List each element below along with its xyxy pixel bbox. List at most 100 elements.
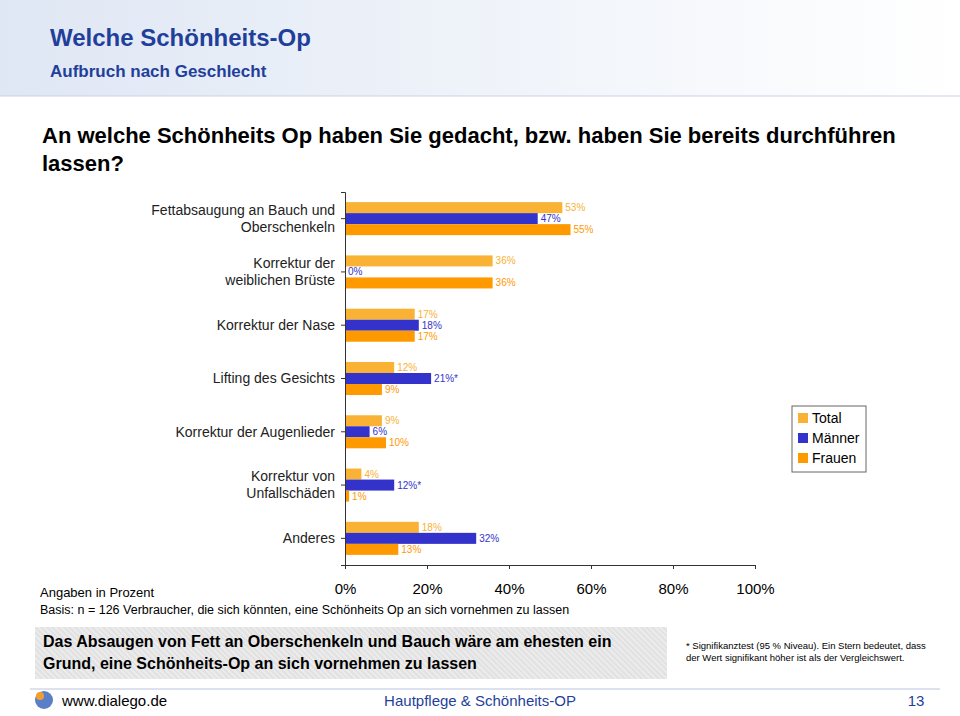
legend-swatch [798,453,808,463]
x-tick-mark [345,565,346,569]
data-labels: 53%36%17%12%9%4%18%47%0%18%21%*6%12%*32%… [348,202,594,555]
x-tick: 60% [576,565,606,597]
y-tick: Korrektur der Nase [217,317,345,333]
x-tick: 0% [335,565,357,597]
x-tick-label: 60% [576,580,606,597]
y-tick: Korrektur der Augenlieder [175,424,345,440]
data-label: 47% [541,213,561,224]
bar [345,437,386,448]
data-label: 36% [496,277,516,288]
logo-dot [36,692,44,700]
note: Basis: n = 126 Verbraucher, die sich kön… [40,603,680,617]
bar [345,331,415,342]
bar [345,362,394,373]
x-axis-line [346,566,756,570]
x-tick-label: 0% [335,580,357,597]
footer-center: Hautpflege & Schönheits-OP [384,692,576,709]
bar [345,213,538,224]
bar [345,373,431,384]
y-tick: Lifting des Gesichts [213,370,345,386]
data-label: 12% [397,362,417,373]
bars [345,202,571,555]
x-tick: 100% [736,565,774,597]
subtitle: Aufbruch nach Geschlecht [50,62,267,81]
header-rule [0,96,960,97]
title: Welche Schönheits-Op [50,24,311,51]
y-tick-mark [341,485,345,486]
category-label: Lifting des Gesichts [213,370,335,386]
category-label: Korrektur derweiblichen Brüste [224,255,335,288]
y-tick-mark [341,325,345,326]
legend-swatch [798,433,808,443]
category-label: Anderes [283,530,335,546]
legend: TotalMännerFrauen [792,406,866,472]
x-tick-label: 20% [412,580,442,597]
y-tick: Korrektur vonUnfallschäden [246,468,345,501]
category-label: Korrektur vonUnfallschäden [246,468,335,501]
bar [345,320,419,331]
bar [345,202,562,213]
data-label: 17% [418,309,438,320]
x-tick-mark [673,565,674,569]
footer-rule [30,689,940,690]
y-tick: Fettabsaugung an Bauch undOberschenkeln [151,202,345,235]
data-label: 0% [348,266,363,277]
x-tick: 80% [658,565,688,597]
x-tick: 20% [412,565,442,597]
legend-label: Männer [812,430,860,446]
data-label: 18% [422,522,442,533]
data-label: 53% [565,202,585,213]
bar [345,544,398,555]
bar [345,277,493,288]
y-tick-mark [341,538,345,539]
bar [345,415,382,426]
data-label: 21%* [434,373,458,384]
bar [345,533,476,544]
category-label: Korrektur der Augenlieder [175,424,335,440]
header-band [0,0,960,96]
bar [345,309,415,320]
data-label: 32% [479,533,499,544]
y-tick-mark [341,271,345,272]
x-tick: 40% [494,565,524,597]
question: An welche Schönheits Op haben Sie gedach… [42,122,912,178]
data-label: 1% [352,491,367,502]
bar [345,224,571,235]
y-tick: Anderes [283,530,345,546]
y-tick: Korrektur derweiblichen Brüste [224,255,345,288]
legend-box [792,406,866,472]
data-label: 10% [389,437,409,448]
footnote: * Signifikanztest (95 % Niveau). Ein Ste… [686,640,936,664]
y-axis: Fettabsaugung an Bauch undOberschenkeln K… [151,193,345,566]
data-label: 6% [373,426,388,437]
x-label: Angaben in Prozent [40,585,155,600]
x-axis: 0% 20% 40% 60% 80% 100% [335,565,775,597]
x-tick-mark [509,565,510,569]
legend-label: Frauen [812,450,856,466]
data-label: 36% [496,255,516,266]
bar [345,480,394,491]
data-label: 9% [385,415,400,426]
legend-swatch [798,413,808,423]
x-tick-mark [427,565,428,569]
page-number: 13 [908,692,925,709]
bar [345,384,382,395]
data-label: 9% [385,384,400,395]
bar [345,469,361,480]
x-tick-label: 40% [494,580,524,597]
data-label: 17% [418,331,438,342]
data-label: 4% [364,469,379,480]
y-tick-mark [341,378,345,379]
logo [35,691,53,709]
x-tick-label: 100% [736,580,774,597]
bar [345,426,370,437]
x-tick-mark [591,565,592,569]
data-label: 13% [401,544,421,555]
data-label: 12%* [397,480,421,491]
conclusion: Das Absaugen von Fett an Oberschenkeln u… [35,627,667,679]
category-label: Korrektur der Nase [217,317,335,333]
bar [345,522,419,533]
x-tick-label: 80% [658,580,688,597]
category-label: Fettabsaugung an Bauch undOberschenkeln [151,202,335,235]
data-label: 55% [574,224,594,235]
